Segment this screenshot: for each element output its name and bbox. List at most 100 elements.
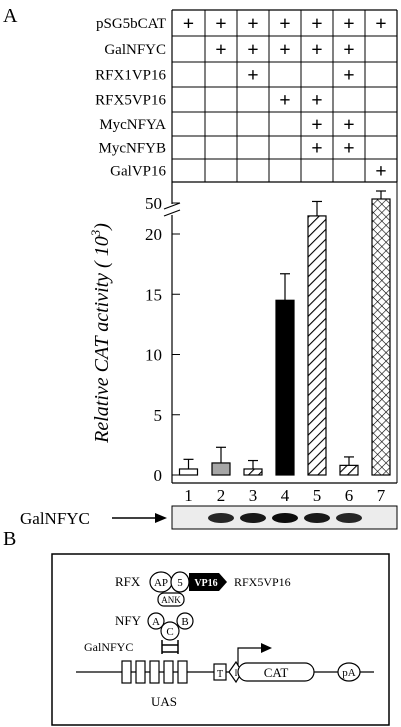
table-plus-mark: + xyxy=(247,65,258,87)
rfx5-domain-label: 5 xyxy=(177,577,183,589)
blot-band xyxy=(208,513,234,523)
transcription-start-arrowhead xyxy=(261,643,272,653)
y-axis-label: Relative CAT activity ( 103) xyxy=(88,223,113,444)
blot-band xyxy=(304,513,330,523)
cat-gene-label: CAT xyxy=(264,665,289,680)
y-axis-label-unit: ( 10 xyxy=(91,236,113,268)
ank-domain xyxy=(157,592,185,607)
nfya-label: A xyxy=(152,616,160,628)
bar-1 xyxy=(178,468,199,476)
blot-band xyxy=(272,513,298,523)
table-row-label: GalNFYC xyxy=(104,42,166,58)
uas-label: UAS xyxy=(151,694,177,709)
table-plus-mark: + xyxy=(343,65,354,87)
galnfyc-label: GalNFYC xyxy=(84,640,133,654)
promoter-diagram: RFX AP 5 VP16 RFX5VP16 ANK NFY A B C Gal… xyxy=(51,553,390,726)
table-plus-mark: + xyxy=(375,13,386,35)
table-row-label: RFX1VP16 xyxy=(95,68,166,84)
table-plus-mark: + xyxy=(279,90,290,112)
blot-band xyxy=(240,513,266,523)
x-tick-label: 3 xyxy=(249,486,258,505)
y-tick-label: 15 xyxy=(145,285,162,304)
y-axis-label-close: ) xyxy=(91,223,113,231)
x-tick-label: 5 xyxy=(313,486,322,505)
x-tick-label: 6 xyxy=(345,486,354,505)
table-plus-mark: + xyxy=(247,39,258,61)
table-row-label: pSG5bCAT xyxy=(96,16,166,32)
nfyb-label: B xyxy=(181,616,188,628)
y-tick-label-break: 50 xyxy=(145,194,162,213)
uas-element xyxy=(121,660,132,684)
y-axis-label-exp: 3 xyxy=(88,229,103,237)
initiator-label: I xyxy=(235,668,238,678)
table-plus-mark: + xyxy=(311,13,322,35)
ap-domain-label: AP xyxy=(154,577,168,589)
vp16-arrow xyxy=(189,573,227,591)
gal-dbd-legs xyxy=(161,640,179,654)
x-tick-label: 1 xyxy=(184,486,193,505)
blot-arrow-head xyxy=(155,513,167,523)
table-plus-mark: + xyxy=(279,13,290,35)
table-grid xyxy=(171,9,398,183)
table-plus-mark: + xyxy=(215,13,226,35)
y-tick-label: 5 xyxy=(154,406,163,425)
bar-chart: 0 5 10 15 20 50 1 2 3 4 5 6 7 Relative CAT activity… xyxy=(88,182,398,505)
polya-signal xyxy=(337,662,361,682)
y-axis-label-main: Relative CAT activity xyxy=(91,273,113,444)
bar-2 xyxy=(211,462,231,476)
bar-4 xyxy=(275,299,295,476)
table-row-label: MycNFYB xyxy=(98,141,166,157)
uas-element xyxy=(163,660,174,684)
x-tick-label: 2 xyxy=(217,486,226,505)
table-row-label: RFX5VP16 xyxy=(95,93,166,109)
vp16-label: VP16 xyxy=(194,578,217,589)
table-plus-mark: + xyxy=(311,39,322,61)
table-plus-mark: + xyxy=(311,114,322,136)
western-blot: GalNFYC xyxy=(20,505,398,530)
nfyc-subunit xyxy=(160,621,180,641)
table-plus-mark: + xyxy=(311,90,322,112)
cat-gene xyxy=(237,662,315,682)
y-tick-label: 10 xyxy=(145,346,162,365)
bar-7 xyxy=(371,198,391,476)
table-plus-mark: + xyxy=(343,13,354,35)
panel-b-label: B xyxy=(3,528,16,550)
blot-band xyxy=(336,513,362,523)
axis-break-mark xyxy=(163,202,181,217)
rfx5vp16-label: RFX5VP16 xyxy=(234,575,291,589)
transcription-start-arrow xyxy=(237,647,262,667)
x-tick-label: 4 xyxy=(281,486,290,505)
nfy-label: NFY xyxy=(115,613,142,628)
y-tick-label: 20 xyxy=(145,225,162,244)
ank-label: ANK xyxy=(161,595,181,605)
nfyc-label: C xyxy=(166,626,173,638)
table-row-label: GalVP16 xyxy=(110,164,166,180)
table-plus-mark: + xyxy=(375,161,386,183)
construct-table: pSG5bCAT GalNFYC RFX1VP16 RFX5VP16 MycNFYA My… xyxy=(95,9,398,183)
nfyb-subunit xyxy=(176,612,194,630)
uas-element xyxy=(149,660,160,684)
x-tick-label: 7 xyxy=(377,486,386,505)
table-plus-mark: + xyxy=(311,138,322,160)
table-row-label: MycNFYA xyxy=(99,117,166,133)
table-plus-mark: + xyxy=(279,39,290,61)
nfya-subunit xyxy=(147,612,165,630)
uas-element xyxy=(177,660,188,684)
table-plus-mark: + xyxy=(343,114,354,136)
rfx-label: RFX xyxy=(115,574,141,589)
bar-6 xyxy=(339,464,359,476)
blot-label: GalNFYC xyxy=(20,509,90,528)
uas-element xyxy=(135,660,146,684)
tata-label: T xyxy=(217,669,223,680)
polya-label: pA xyxy=(342,667,356,679)
panel-a-label: A xyxy=(3,5,18,27)
table-plus-mark: + xyxy=(247,13,258,35)
y-tick-label: 0 xyxy=(154,466,163,485)
bar-5 xyxy=(307,215,327,476)
table-plus-mark: + xyxy=(215,39,226,61)
bar-3 xyxy=(243,468,263,476)
tata-box xyxy=(213,663,227,681)
table-plus-mark: + xyxy=(343,39,354,61)
table-plus-mark: + xyxy=(183,13,194,35)
